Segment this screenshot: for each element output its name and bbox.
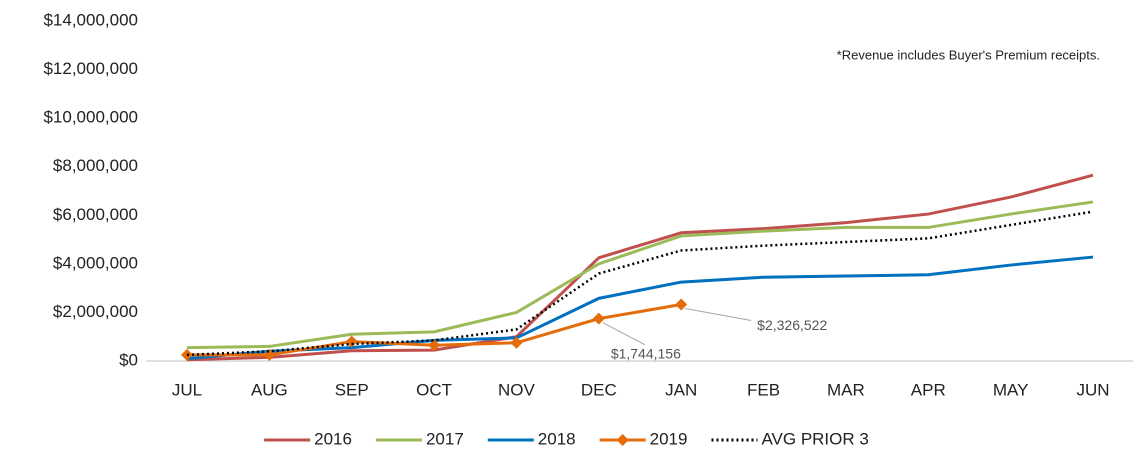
x-tick-label: JUL bbox=[172, 380, 202, 399]
annotation: *Revenue includes Buyer's Premium receip… bbox=[837, 47, 1100, 62]
legend-label: 2018 bbox=[538, 429, 576, 448]
leader-line bbox=[602, 322, 646, 346]
series-line bbox=[186, 210, 1094, 357]
x-tick-label: OCT bbox=[416, 380, 452, 399]
marker bbox=[675, 298, 688, 311]
data-label: $2,326,522 bbox=[757, 317, 827, 333]
x-tick-label: MAY bbox=[993, 380, 1029, 399]
series-line bbox=[186, 255, 1094, 361]
series-line bbox=[186, 173, 1094, 362]
marker bbox=[428, 339, 441, 352]
leader-line bbox=[685, 308, 752, 321]
marker bbox=[592, 312, 605, 325]
x-tick-label: NOV bbox=[498, 380, 536, 399]
legend-label: 2019 bbox=[650, 429, 688, 448]
legend-marker bbox=[616, 434, 629, 446]
marker bbox=[345, 335, 358, 348]
x-tick-label: MAR bbox=[827, 380, 865, 399]
y-tick-label: $12,000,000 bbox=[43, 59, 138, 78]
x-tick-label: DEC bbox=[581, 380, 617, 399]
y-tick-label: $14,000,000 bbox=[43, 10, 138, 29]
y-tick-label: $8,000,000 bbox=[53, 156, 138, 175]
y-tick-label: $6,000,000 bbox=[53, 205, 138, 224]
data-label: $1,744,156 bbox=[611, 345, 681, 361]
x-tick-label: JUN bbox=[1076, 380, 1109, 399]
legend-label: AVG PRIOR 3 bbox=[761, 429, 868, 448]
series-line bbox=[186, 200, 1094, 350]
x-tick-label: FEB bbox=[747, 380, 780, 399]
x-tick-label: SEP bbox=[335, 380, 369, 399]
legend-label: 2016 bbox=[314, 429, 352, 448]
legend-label: 2017 bbox=[426, 429, 464, 448]
x-tick-label: JAN bbox=[665, 380, 697, 399]
x-tick-label: AUG bbox=[251, 380, 288, 399]
y-tick-label: $4,000,000 bbox=[53, 253, 138, 272]
marker bbox=[510, 336, 523, 349]
y-tick-label: $2,000,000 bbox=[53, 302, 138, 321]
y-tick-label: $0 bbox=[119, 350, 138, 369]
y-tick-label: $10,000,000 bbox=[43, 108, 138, 127]
x-tick-label: APR bbox=[911, 380, 946, 399]
